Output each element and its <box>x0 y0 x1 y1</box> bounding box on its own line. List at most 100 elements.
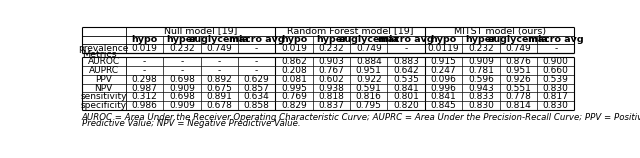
Text: AUROC: AUROC <box>88 57 120 66</box>
Text: 0.660: 0.660 <box>543 66 569 75</box>
Text: 0.019: 0.019 <box>131 44 157 53</box>
Text: MITST model (ours): MITST model (ours) <box>454 27 546 36</box>
Text: 0.208: 0.208 <box>281 66 307 75</box>
Text: 0.922: 0.922 <box>356 75 381 84</box>
Text: 0.830: 0.830 <box>468 101 494 110</box>
Text: -: - <box>180 66 184 75</box>
Text: 0.642: 0.642 <box>394 66 419 75</box>
Text: 0.857: 0.857 <box>244 84 269 93</box>
Text: 0.816: 0.816 <box>356 92 381 101</box>
Text: 0.795: 0.795 <box>356 101 381 110</box>
Text: macro avg: macro avg <box>528 35 584 44</box>
Text: 0.987: 0.987 <box>131 84 157 93</box>
Text: 0.829: 0.829 <box>281 101 307 110</box>
Text: 0.996: 0.996 <box>431 84 456 93</box>
Text: 0.951: 0.951 <box>356 66 381 75</box>
Text: 0.0119: 0.0119 <box>428 44 460 53</box>
Text: 0.539: 0.539 <box>543 75 569 84</box>
Text: specificity: specificity <box>81 101 127 110</box>
Text: 0.749: 0.749 <box>206 44 232 53</box>
Text: 0.938: 0.938 <box>319 84 344 93</box>
Text: 0.312: 0.312 <box>132 92 157 101</box>
Text: 0.634: 0.634 <box>244 92 269 101</box>
Text: hyper: hyper <box>316 35 347 44</box>
Text: Predictive Value; NPV = Negative Predictive Value.: Predictive Value; NPV = Negative Predict… <box>81 119 300 128</box>
Text: Null model [19]: Null model [19] <box>164 27 237 36</box>
Text: -: - <box>143 66 146 75</box>
Text: macro avg: macro avg <box>378 35 434 44</box>
Text: NPV: NPV <box>95 84 113 93</box>
Text: 0.858: 0.858 <box>244 101 269 110</box>
Text: prevalence: prevalence <box>79 44 129 53</box>
Text: 0.830: 0.830 <box>543 84 569 93</box>
Text: 0.903: 0.903 <box>319 57 344 66</box>
Text: 0.833: 0.833 <box>468 92 494 101</box>
Text: -: - <box>143 57 146 66</box>
Text: 0.818: 0.818 <box>319 92 344 101</box>
Text: 0.995: 0.995 <box>281 84 307 93</box>
Text: -: - <box>255 57 258 66</box>
Text: 0.596: 0.596 <box>468 75 494 84</box>
Text: 0.817: 0.817 <box>543 92 569 101</box>
Text: 0.781: 0.781 <box>468 66 494 75</box>
Text: 0.778: 0.778 <box>506 92 531 101</box>
Text: hypo: hypo <box>131 35 157 44</box>
Text: 0.081: 0.081 <box>281 75 307 84</box>
Text: 0.820: 0.820 <box>394 101 419 110</box>
Text: 0.986: 0.986 <box>131 101 157 110</box>
Text: 0.841: 0.841 <box>394 84 419 93</box>
Text: 0.232: 0.232 <box>319 44 344 53</box>
Text: 0.749: 0.749 <box>356 44 381 53</box>
Text: 0.814: 0.814 <box>506 101 531 110</box>
Text: Random Forest model [19]: Random Forest model [19] <box>287 27 413 36</box>
Text: -: - <box>218 66 221 75</box>
Text: 0.232: 0.232 <box>169 44 195 53</box>
Text: 0.096: 0.096 <box>431 75 456 84</box>
Text: 0.698: 0.698 <box>169 75 195 84</box>
Text: 0.232: 0.232 <box>468 44 494 53</box>
Text: hypo: hypo <box>431 35 457 44</box>
Text: euglycemia: euglycemia <box>189 35 250 44</box>
Text: 0.891: 0.891 <box>206 92 232 101</box>
Text: hyper: hyper <box>465 35 497 44</box>
Text: 0.915: 0.915 <box>431 57 456 66</box>
Text: 0.943: 0.943 <box>468 84 494 93</box>
Text: 0.019: 0.019 <box>281 44 307 53</box>
Text: -: - <box>255 66 258 75</box>
Text: euglycemia: euglycemia <box>339 35 399 44</box>
Text: 0.551: 0.551 <box>506 84 531 93</box>
Text: 0.675: 0.675 <box>206 84 232 93</box>
Text: 0.602: 0.602 <box>319 75 344 84</box>
Text: -: - <box>218 57 221 66</box>
Text: 0.909: 0.909 <box>468 57 494 66</box>
Text: 0.769: 0.769 <box>281 92 307 101</box>
Text: 0.629: 0.629 <box>244 75 269 84</box>
Text: 0.801: 0.801 <box>393 92 419 101</box>
Text: 0.591: 0.591 <box>356 84 381 93</box>
Text: AUPRC: AUPRC <box>88 66 118 75</box>
Text: AUROC = Area Under the Receiver Operating Characteristic Curve; AUPRC = Area Und: AUROC = Area Under the Receiver Operatin… <box>81 113 640 122</box>
Text: 0.951: 0.951 <box>506 66 531 75</box>
Text: PPV: PPV <box>95 75 112 84</box>
Text: 0.698: 0.698 <box>169 92 195 101</box>
Text: -: - <box>554 44 557 53</box>
Text: 0.883: 0.883 <box>393 57 419 66</box>
Text: 0.845: 0.845 <box>431 101 456 110</box>
Text: Metrics: Metrics <box>83 50 117 59</box>
Text: 0.298: 0.298 <box>132 75 157 84</box>
Text: 0.876: 0.876 <box>506 57 531 66</box>
Text: 0.841: 0.841 <box>431 92 456 101</box>
Text: euglycemia: euglycemia <box>488 35 548 44</box>
Text: -: - <box>255 44 258 53</box>
Text: 0.900: 0.900 <box>543 57 569 66</box>
Text: 0.837: 0.837 <box>319 101 344 110</box>
Text: sensitivity: sensitivity <box>81 92 127 101</box>
Text: 0.535: 0.535 <box>393 75 419 84</box>
Text: 0.909: 0.909 <box>169 101 195 110</box>
Text: 0.862: 0.862 <box>281 57 307 66</box>
Text: hyper: hyper <box>166 35 197 44</box>
Text: 0.247: 0.247 <box>431 66 456 75</box>
Text: 0.767: 0.767 <box>319 66 344 75</box>
Text: -: - <box>180 57 184 66</box>
Text: hypo: hypo <box>281 35 307 44</box>
